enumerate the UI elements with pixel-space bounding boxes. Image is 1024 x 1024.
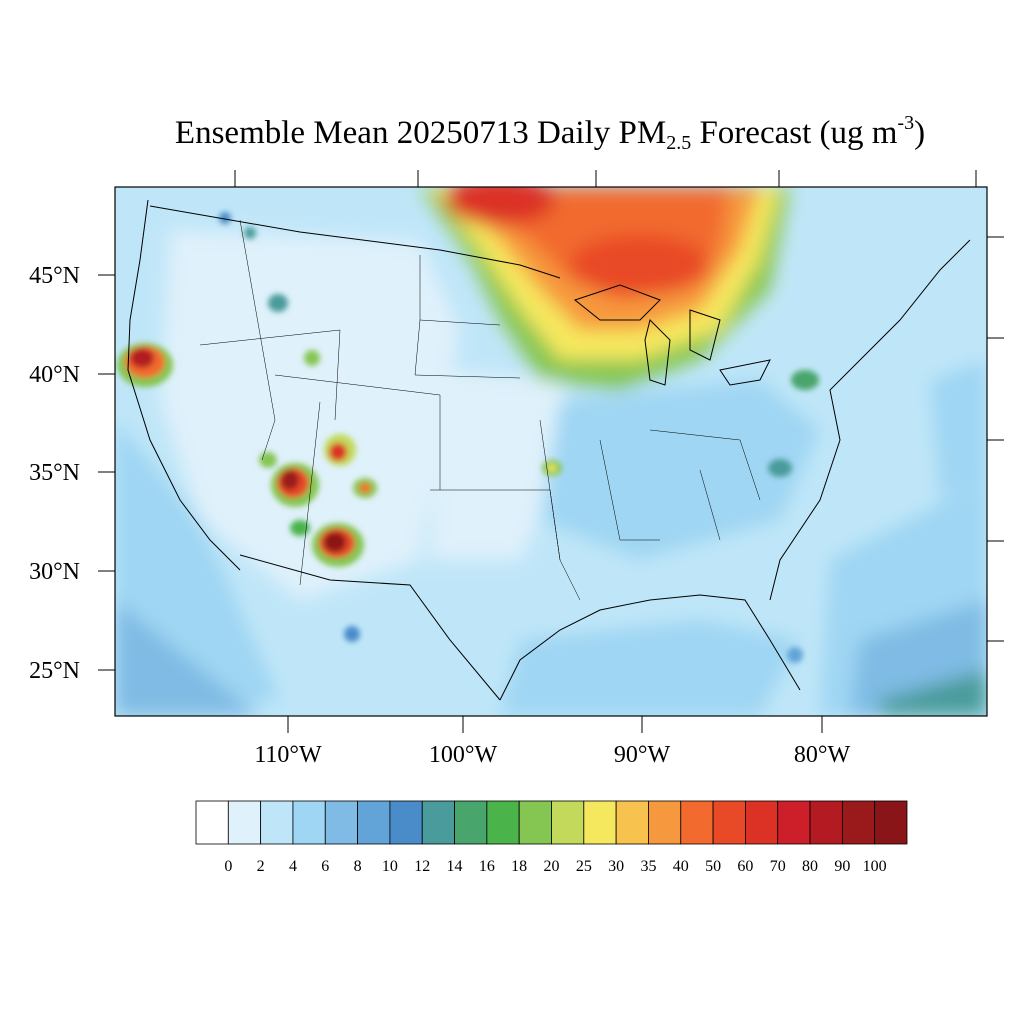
colorbar-label: 20 [544,858,560,875]
colorbar-swatch [518,800,552,845]
colorbar-swatch [357,800,391,845]
colorbar: 0 2 4 6 8 10 12 14 16 18 20 25 30 35 40 50 60 70 80 90 100 [195,800,908,875]
lat-label-45: 45°N [29,263,80,289]
lat-label-25: 25°N [29,658,80,684]
colorbar-label: 35 [640,858,656,875]
lon-label-80: 80°W [794,742,851,768]
colorbar-swatch [389,800,423,845]
colorbar-swatch [260,800,294,845]
colorbar-label: 80 [802,858,818,875]
lat-label-40: 40°N [29,362,80,388]
lon-label-90: 90°W [614,742,671,768]
colorbar-swatch [324,800,358,845]
concentration-field [115,187,987,716]
colorbar-swatch [615,800,649,845]
map-frame [114,186,988,717]
colorbar-label: 40 [673,858,689,875]
colorbar-swatch [874,800,908,845]
colorbar-label: 100 [863,858,887,875]
tick-marks [98,170,1004,733]
colorbar-label: 6 [321,858,329,875]
colorbar-label: 18 [511,858,527,875]
colorbar-swatch [712,800,746,845]
colorbar-swatch [227,800,262,845]
colorbar-label: 0 [224,858,232,875]
colorbar-label: 30 [608,858,624,875]
colorbar-swatch [680,800,714,845]
colorbar-label: 90 [834,858,850,875]
colorbar-label: 10 [382,858,398,875]
lat-label-35: 35°N [29,460,80,486]
lat-label-30: 30°N [29,559,80,585]
colorbar-swatch [745,800,779,845]
colorbar-label: 8 [354,858,362,875]
colorbar-swatch [486,800,520,845]
colorbar-swatch [195,800,229,845]
colorbar-label: 12 [414,858,430,875]
colorbar-label: 16 [479,858,495,875]
colorbar-swatch [648,800,682,845]
colorbar-swatch [583,800,617,845]
map-title: Ensemble Mean 20250713 Daily PM2.5 Forec… [174,112,926,154]
colorbar-label: 25 [576,858,592,875]
colorbar-swatch [777,800,811,845]
colorbar-label: 14 [447,858,463,875]
colorbar-swatch [841,800,876,845]
colorbar-swatch [551,800,585,845]
lon-label-110: 110°W [254,742,322,768]
lon-label-100: 100°W [429,742,498,768]
colorbar-label: 50 [705,858,721,875]
colorbar-label: 4 [289,858,297,875]
colorbar-swatch [454,800,488,845]
colorbar-label: 2 [257,858,265,875]
colorbar-swatch [809,800,843,845]
colorbar-label: 60 [737,858,753,875]
colorbar-swatch [421,800,455,845]
colorbar-swatch [292,800,326,845]
colorbar-label: 70 [770,858,786,875]
